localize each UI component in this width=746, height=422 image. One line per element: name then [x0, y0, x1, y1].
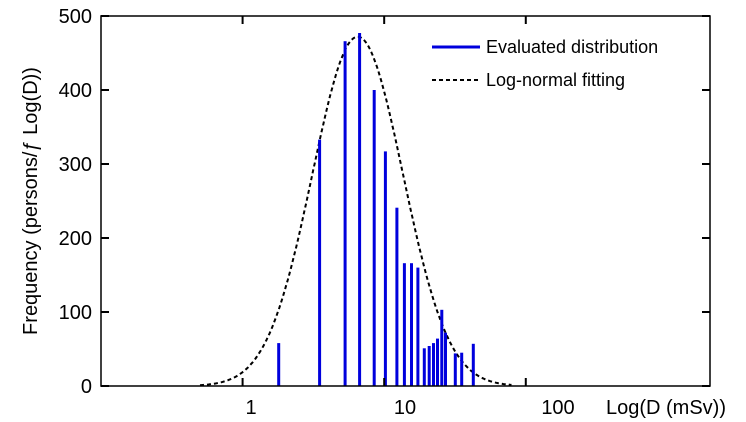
bar — [416, 267, 420, 386]
bar — [432, 343, 435, 386]
y-tick-label: 300 — [59, 154, 92, 176]
bar — [383, 151, 387, 386]
bar — [343, 41, 347, 386]
x-tick-labels: 1 10 100 — [245, 397, 574, 419]
bar — [440, 309, 444, 386]
bar — [453, 353, 457, 386]
y-tick-label: 200 — [59, 228, 92, 250]
bar — [318, 139, 322, 386]
ticks-layer — [101, 15, 710, 387]
bar — [358, 33, 362, 386]
bar — [410, 263, 413, 386]
bars-layer — [277, 33, 475, 386]
bar — [444, 332, 447, 386]
bar — [427, 346, 431, 386]
x-axis-title: Log(D (mSv)) — [606, 397, 726, 419]
y-tick-label: 0 — [81, 376, 92, 398]
plot-area — [100, 15, 711, 387]
bar — [395, 207, 399, 386]
legend: Evaluated distribution Log-normal fittin… — [432, 37, 658, 90]
y-tick-label: 400 — [59, 80, 92, 102]
y-tick-label: 100 — [59, 302, 92, 324]
bar — [436, 338, 439, 386]
bar — [422, 348, 426, 386]
bar — [402, 263, 406, 386]
plot-frame — [100, 15, 711, 387]
fit-curve — [199, 35, 512, 387]
legend-label-fit: Log-normal fitting — [486, 70, 625, 90]
x-tick-label: 10 — [394, 397, 416, 419]
bar — [460, 352, 464, 386]
y-tick-labels: 0 100 200 300 400 500 — [59, 6, 92, 398]
x-tick-label: 1 — [245, 397, 256, 419]
x-tick-label: 100 — [541, 397, 574, 419]
bar — [372, 90, 376, 386]
y-axis-title: Frequency (persons/ƒ Log(D)) — [20, 67, 42, 335]
legend-label-bars: Evaluated distribution — [486, 37, 658, 57]
bar — [277, 343, 281, 386]
y-tick-label: 500 — [59, 6, 92, 28]
bar — [471, 343, 475, 386]
fit-layer — [199, 35, 512, 387]
